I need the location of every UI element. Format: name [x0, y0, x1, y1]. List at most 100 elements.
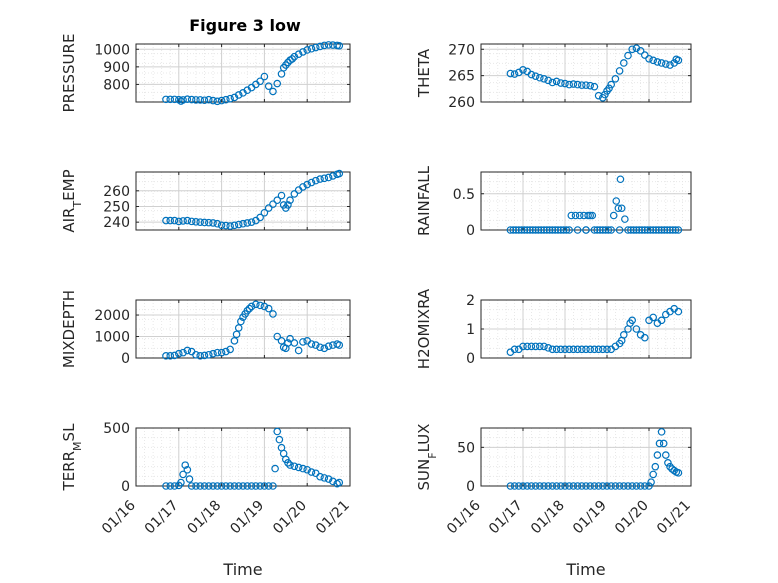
- data-point: [234, 482, 243, 490]
- data-point: [649, 470, 658, 479]
- data-point: [288, 55, 297, 63]
- data-point: [607, 226, 616, 234]
- data-point: [548, 482, 557, 490]
- data-point: [598, 345, 607, 354]
- data-point: [582, 482, 590, 490]
- data-point: [217, 348, 226, 357]
- data-point: [636, 47, 645, 55]
- subplot-4: 0 1000 2000 MIXDEPTH: [60, 290, 351, 368]
- data-point: [632, 482, 641, 490]
- data-point: [528, 226, 537, 234]
- y-tick-label: 50: [457, 440, 475, 456]
- data-point: [192, 482, 200, 490]
- x-tick-label: 01/21: [313, 498, 353, 538]
- data-point: [628, 45, 637, 54]
- x-tick-label: 01/17: [486, 498, 526, 538]
- data-point: [645, 482, 653, 490]
- data-point: [209, 96, 217, 105]
- data-point: [590, 226, 599, 234]
- data-point: [624, 51, 632, 60]
- data-point: [222, 482, 230, 490]
- data-point: [531, 482, 540, 490]
- data-point: [561, 79, 569, 88]
- data-point: [661, 60, 670, 68]
- data-point: [526, 226, 534, 234]
- data-point: [562, 226, 571, 234]
- data-point: [582, 345, 590, 354]
- data-point: [552, 77, 561, 86]
- data-point: [204, 350, 213, 359]
- data-point: [588, 211, 597, 220]
- data-point: [624, 482, 632, 490]
- data-point: [177, 478, 185, 487]
- data-point: [542, 226, 551, 234]
- data-point: [307, 340, 316, 348]
- data-point: [320, 174, 329, 183]
- data-point: [628, 316, 637, 325]
- data-point: [311, 43, 320, 52]
- data-point: [540, 342, 548, 351]
- axes-box: [480, 427, 692, 487]
- y-axis-label: PRESSURE: [60, 34, 78, 113]
- data-point: [666, 462, 674, 471]
- data-point: [653, 58, 662, 66]
- data-point: [640, 482, 649, 490]
- data-point: [635, 226, 644, 234]
- data-point: [657, 226, 666, 234]
- data-point: [544, 344, 553, 352]
- x-tick-label: 01/19: [570, 498, 610, 538]
- axes-box: [135, 427, 351, 487]
- data-point: [247, 482, 256, 490]
- data-point: [615, 67, 624, 75]
- data-point: [512, 226, 520, 234]
- data-point: [324, 475, 333, 483]
- data-point: [674, 307, 683, 316]
- data-point: [674, 56, 683, 65]
- data-point: [273, 332, 282, 341]
- data-point: [534, 226, 543, 234]
- data-point: [187, 95, 196, 104]
- y-axis-label: RAINFALL: [415, 165, 433, 236]
- data-point: [226, 222, 234, 230]
- data-point: [582, 81, 590, 89]
- data-point: [260, 482, 269, 490]
- y-axis-label: SUNFLUX: [415, 424, 439, 491]
- data-point: [269, 200, 277, 208]
- data-point: [324, 173, 333, 182]
- data-point: [320, 41, 329, 50]
- data-point: [611, 75, 620, 83]
- data-point: [196, 218, 205, 226]
- data-point: [200, 96, 209, 105]
- data-point: [619, 482, 628, 490]
- x-tick-label: 01/18: [185, 498, 225, 538]
- x-tick-label: 01/20: [270, 498, 310, 538]
- data-point: [166, 482, 175, 490]
- data-point: [575, 211, 584, 220]
- data-point: [548, 78, 557, 87]
- y-tick-label: 270: [448, 42, 475, 58]
- data-point: [230, 482, 239, 490]
- data-point: [269, 87, 277, 96]
- data-point: [284, 458, 292, 467]
- y-tick-label: 1000: [94, 330, 130, 346]
- data-point: [657, 428, 666, 436]
- data-point: [561, 482, 569, 490]
- data-point: [527, 70, 536, 79]
- data-point: [181, 461, 190, 469]
- data-point: [545, 226, 554, 234]
- data-point: [624, 226, 632, 234]
- data-point: [629, 226, 638, 234]
- data-point: [552, 482, 561, 490]
- data-point: [299, 48, 307, 56]
- data-point: [213, 348, 222, 357]
- data-point: [187, 482, 196, 490]
- data-point: [609, 211, 618, 220]
- y-tick-label: 900: [103, 60, 130, 76]
- y-tick-label: 0: [466, 479, 475, 495]
- data-point: [192, 350, 200, 359]
- data-point: [659, 439, 668, 448]
- data-point: [506, 226, 515, 234]
- data-point: [537, 226, 546, 234]
- data-point: [256, 482, 264, 490]
